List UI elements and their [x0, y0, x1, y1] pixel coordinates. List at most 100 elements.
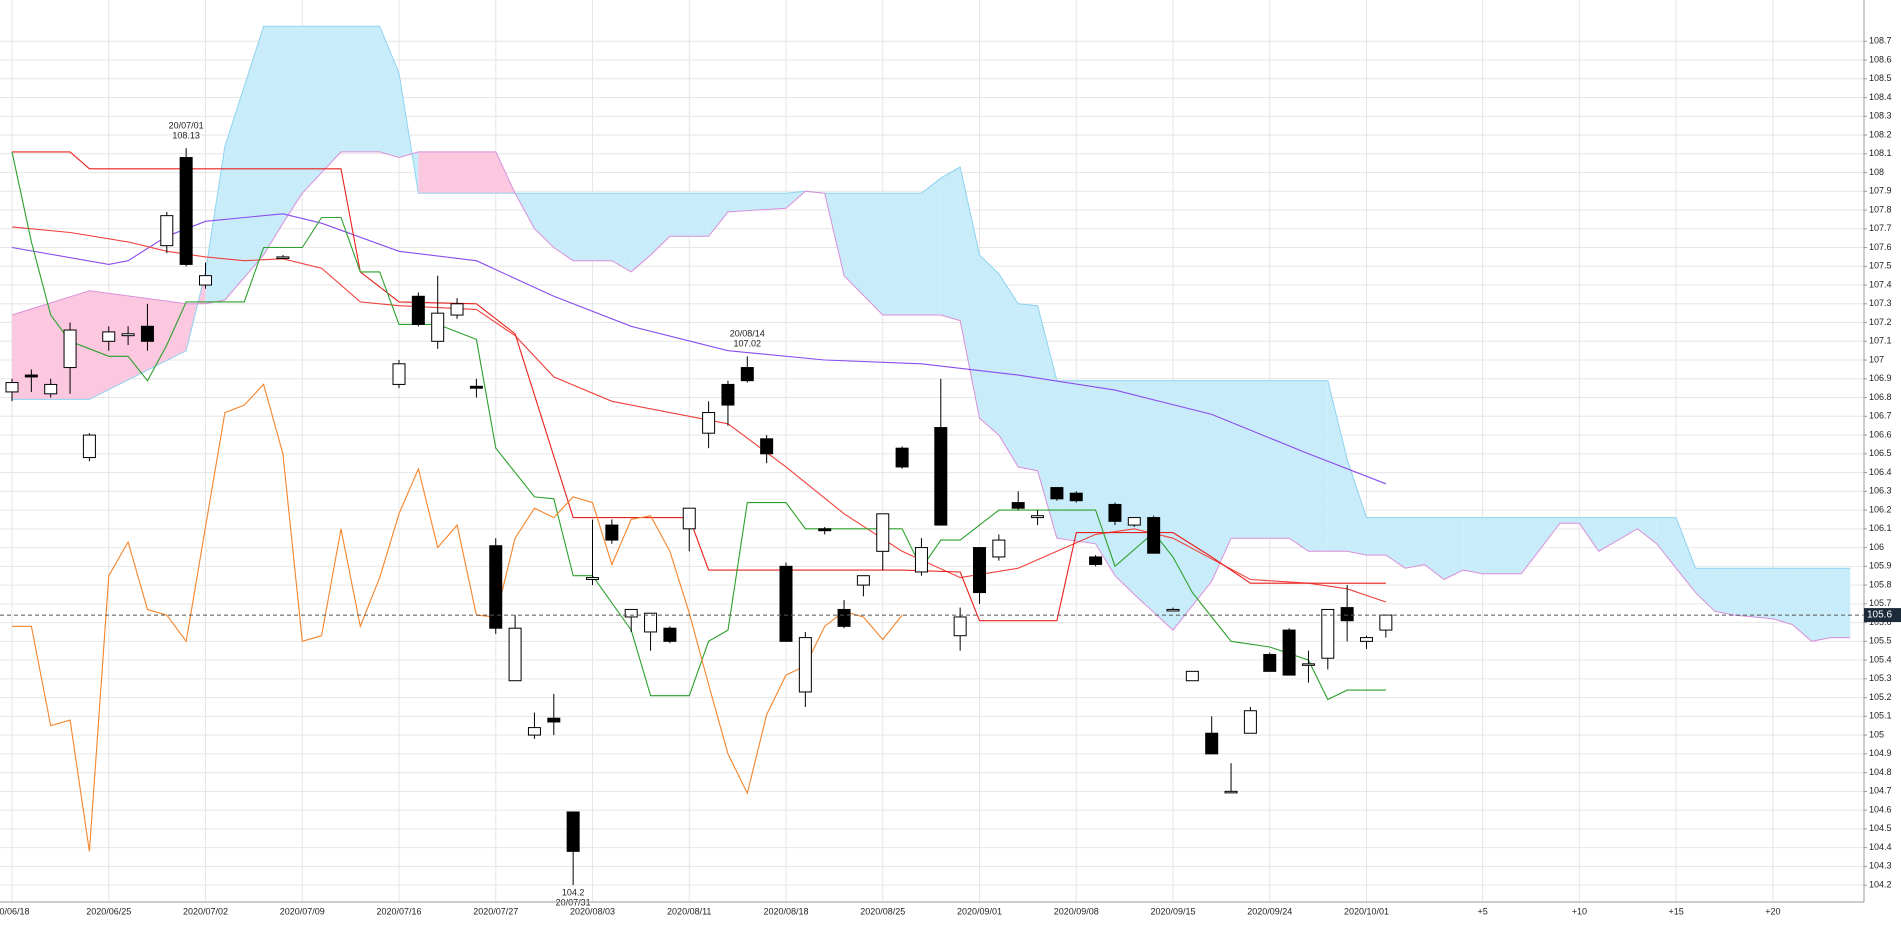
cloud-fill	[1463, 517, 1483, 574]
candle-body	[140, 325, 154, 342]
cloud-fill	[1656, 517, 1677, 569]
cloud-fill	[263, 26, 283, 256]
current-price-label: 105.6	[1867, 610, 1892, 621]
x-tick-label: 2020/07/09	[280, 906, 325, 916]
y-tick-label: 107.2	[1869, 317, 1892, 327]
candle-body	[5, 382, 19, 393]
cloud-fill	[1211, 380, 1232, 582]
cloud-fill	[1385, 517, 1406, 569]
candle-body	[527, 727, 541, 736]
y-tick-label: 108.2	[1869, 129, 1892, 139]
candle-body	[779, 565, 793, 642]
cloud-fill	[340, 26, 380, 152]
annotation-date: 20/07/01	[169, 121, 204, 131]
candle-body	[44, 383, 58, 395]
cloud-fill	[1095, 380, 1115, 576]
candle-body	[895, 447, 909, 468]
candle-body	[760, 438, 774, 455]
y-tick-label: 106.3	[1869, 486, 1892, 496]
y-tick-label: 105	[1869, 729, 1884, 739]
cloud-fill	[727, 193, 786, 212]
x-tick-label: 2020/07/27	[473, 906, 518, 916]
x-tick-label: +10	[1572, 906, 1587, 916]
candle-body	[1205, 732, 1219, 755]
cloud-fill	[1734, 568, 1773, 619]
candle-body	[276, 256, 290, 259]
cloud-fill	[1327, 380, 1348, 552]
x-tick-label: 2020/10/01	[1344, 906, 1389, 916]
candle-body	[1050, 487, 1064, 500]
candle-body	[392, 363, 406, 385]
candle-body	[1224, 790, 1238, 794]
y-tick-label: 106.2	[1869, 504, 1892, 514]
y-tick-label: 107.3	[1869, 298, 1892, 308]
cloud-fill	[844, 193, 883, 316]
candle-body	[934, 427, 948, 526]
candle-body	[63, 329, 77, 369]
y-tick-label: 107.9	[1869, 186, 1892, 196]
y-tick-label: 104.2	[1869, 879, 1892, 889]
candle-body	[586, 577, 599, 580]
candle-body	[605, 524, 619, 541]
candle-body	[489, 545, 503, 629]
cloud-fill	[940, 166, 961, 321]
cloud-fill	[1114, 380, 1135, 595]
x-tick-label: 2020/07/02	[183, 906, 228, 916]
x-tick-label: 2020/07/16	[376, 906, 421, 916]
cloud-fill	[1579, 517, 1599, 552]
current-price-box	[1864, 608, 1901, 623]
cloud-fill	[1308, 380, 1328, 552]
candle-body	[1108, 503, 1122, 522]
y-tick-label: 105.3	[1869, 673, 1892, 683]
candle-body	[1011, 502, 1025, 509]
y-tick-label: 106.6	[1869, 429, 1892, 439]
y-tick-label: 104.8	[1869, 767, 1892, 777]
y-tick-label: 105.7	[1869, 598, 1892, 608]
cloud-fill	[1714, 568, 1735, 616]
cloud-fill	[224, 26, 264, 301]
y-tick-label: 107	[1869, 354, 1884, 364]
candle-body	[682, 507, 696, 530]
cloud-fill	[1637, 517, 1657, 544]
candle-body	[102, 331, 116, 342]
cloud-edge	[12, 25, 1851, 569]
cloud-fill	[611, 193, 632, 272]
candle-body	[856, 575, 870, 586]
cloud-fill	[1560, 517, 1580, 524]
cloud-fill	[418, 151, 496, 194]
candle-body	[1321, 608, 1335, 659]
cloud-fill	[1405, 517, 1425, 569]
y-tick-label: 108.6	[1869, 54, 1892, 64]
candle-body	[1147, 517, 1161, 554]
y-tick-label: 105.5	[1869, 636, 1892, 646]
candle-body	[914, 547, 928, 573]
candle-body	[992, 539, 1006, 558]
cloud-fill	[89, 290, 187, 400]
candle-body	[1379, 614, 1393, 631]
annotation-date: 20/08/14	[730, 329, 765, 339]
y-axis-background	[1864, 0, 1901, 922]
candle-body	[837, 608, 851, 627]
cloud-fill	[205, 146, 225, 304]
cloud-fill	[1830, 568, 1851, 638]
cloud-fill	[1598, 517, 1638, 552]
candle-body	[508, 627, 522, 682]
y-tick-label: 106	[1869, 542, 1884, 552]
candle-body	[1185, 670, 1199, 682]
y-tick-label: 107.4	[1869, 279, 1892, 289]
cloud-fill	[1792, 568, 1812, 642]
y-tick-label: 107.1	[1869, 336, 1892, 346]
candle-body	[24, 374, 38, 378]
cloud-fill	[1772, 568, 1793, 625]
cloud-fill	[1173, 380, 1212, 631]
y-tick-label: 106.8	[1869, 392, 1892, 402]
cloud-fill	[921, 178, 941, 316]
x-tick-label: 20/06/18	[0, 906, 30, 916]
candle-body	[1360, 637, 1373, 642]
cloud-fill	[1056, 380, 1096, 544]
cloud-fill	[882, 193, 922, 316]
cloud-fill	[1482, 517, 1522, 574]
y-tick-label: 106.7	[1869, 411, 1892, 421]
y-tick-label: 105.4	[1869, 654, 1892, 664]
